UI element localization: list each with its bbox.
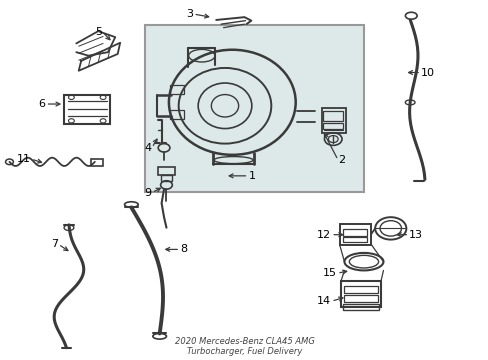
- Bar: [344, 295, 377, 302]
- Bar: [144, 25, 363, 192]
- Text: 8: 8: [180, 244, 187, 255]
- Text: 14: 14: [317, 296, 330, 306]
- Bar: [170, 85, 183, 94]
- Bar: [342, 304, 378, 310]
- Bar: [343, 229, 366, 236]
- Bar: [343, 238, 366, 242]
- Text: 2020 Mercedes-Benz CLA45 AMG
Turbocharger, Fuel Delivery: 2020 Mercedes-Benz CLA45 AMG Turbocharge…: [174, 337, 314, 356]
- Text: 3: 3: [186, 9, 193, 19]
- Bar: [339, 224, 370, 244]
- Bar: [91, 159, 103, 166]
- Text: 9: 9: [144, 188, 152, 198]
- Bar: [170, 110, 183, 119]
- Text: 10: 10: [420, 68, 434, 77]
- Bar: [158, 167, 175, 175]
- Bar: [64, 95, 110, 124]
- Bar: [344, 286, 377, 293]
- Text: 15: 15: [323, 268, 336, 278]
- Text: 12: 12: [317, 230, 330, 240]
- Text: 11: 11: [17, 154, 31, 164]
- Text: 6: 6: [39, 99, 45, 109]
- Bar: [340, 281, 380, 307]
- Text: 7: 7: [51, 239, 58, 249]
- Text: 2: 2: [337, 155, 345, 165]
- Text: 5: 5: [95, 27, 102, 36]
- Bar: [323, 111, 342, 121]
- Text: 1: 1: [248, 171, 255, 181]
- Bar: [160, 175, 172, 181]
- Bar: [321, 108, 345, 133]
- Text: 4: 4: [144, 143, 152, 153]
- Text: 13: 13: [408, 230, 423, 240]
- Bar: [323, 123, 342, 129]
